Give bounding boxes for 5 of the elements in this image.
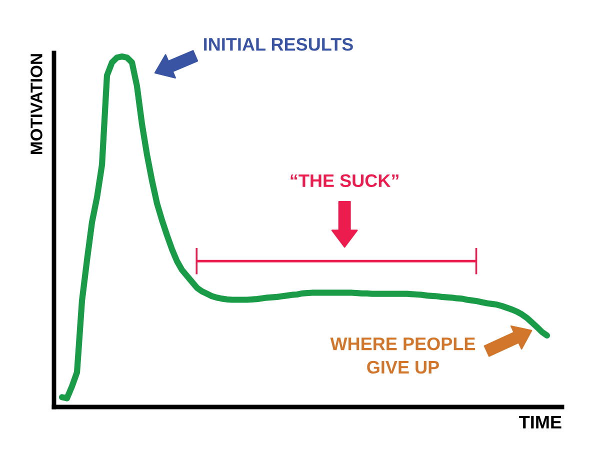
annotation: WHERE PEOPLE GIVE UP xyxy=(330,337,476,374)
x-axis-title: TIME xyxy=(519,416,562,428)
y-axis-title: MOTIVATION xyxy=(30,54,42,154)
annotation: “THE SUCK” xyxy=(290,174,398,188)
text: INITIAL RESULTS xyxy=(204,38,353,51)
